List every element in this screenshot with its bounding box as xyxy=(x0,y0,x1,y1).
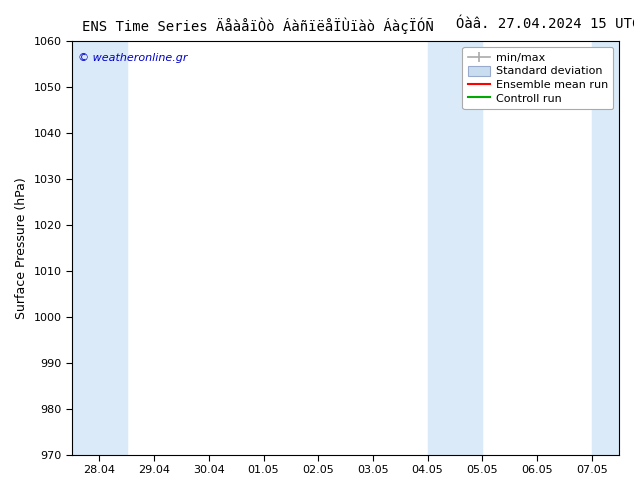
Bar xyxy=(72,41,127,455)
Text: © weatheronline.gr: © weatheronline.gr xyxy=(77,53,187,64)
Bar xyxy=(592,41,619,455)
Text: ENS Time Series ÄåàåïÒò ÁàñïëåÏÙïàò ÁàçÏÓÑ: ENS Time Series ÄåàåïÒò ÁàñïëåÏÙïàò ÁàçÏ… xyxy=(82,17,434,34)
Y-axis label: Surface Pressure (hPa): Surface Pressure (hPa) xyxy=(15,177,28,318)
Bar xyxy=(427,41,482,455)
Text: Óàâ. 27.04.2024 15 UTC: Óàâ. 27.04.2024 15 UTC xyxy=(456,17,634,31)
Legend: min/max, Standard deviation, Ensemble mean run, Controll run: min/max, Standard deviation, Ensemble me… xyxy=(462,47,614,109)
